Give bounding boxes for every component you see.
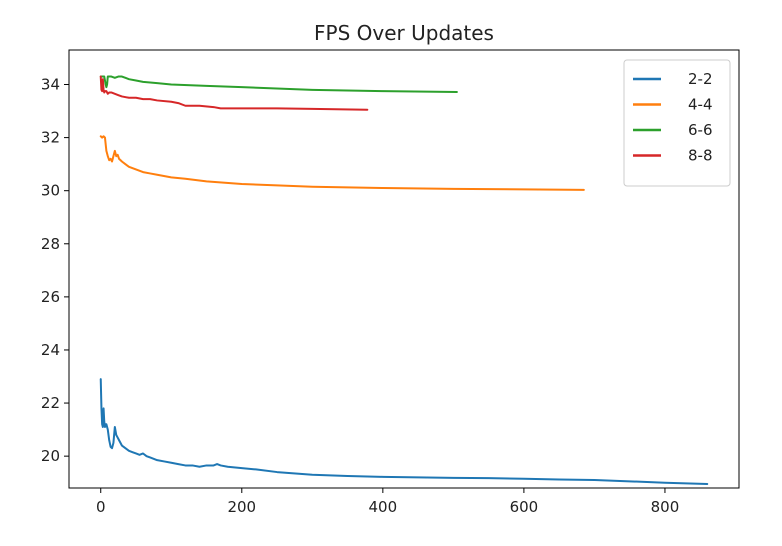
- legend: 2-2 4-4 6-6 8-8: [623, 59, 731, 187]
- series-line-8-8: [99, 75, 369, 111]
- plot-area: [99, 75, 709, 486]
- x-tick-label: 400: [369, 498, 398, 516]
- y-tick-label: 26: [41, 288, 60, 306]
- y-tick-label: 22: [41, 394, 60, 412]
- y-axis: 20 22 24 26 28 30 32 34: [41, 76, 69, 465]
- series-line-4-4: [99, 135, 585, 191]
- legend-label-2-2: 2-2: [688, 70, 713, 88]
- y-tick-label: 24: [41, 341, 60, 359]
- legend-label-4-4: 4-4: [688, 96, 713, 114]
- legend-label-6-6: 6-6: [688, 121, 713, 139]
- y-tick-label: 28: [41, 235, 60, 253]
- legend-label-8-8: 8-8: [688, 147, 713, 165]
- series-line-6-6: [99, 75, 458, 93]
- series-line-2-2: [99, 378, 709, 486]
- x-tick-label: 800: [651, 498, 680, 516]
- x-axis: 0 200 400 600 800: [96, 488, 679, 516]
- y-tick-label: 32: [41, 129, 60, 147]
- x-tick-label: 200: [227, 498, 256, 516]
- x-tick-label: 0: [96, 498, 106, 516]
- axes-frame: [68, 49, 740, 489]
- x-tick-label: 600: [510, 498, 539, 516]
- y-tick-label: 30: [41, 182, 60, 200]
- y-tick-label: 34: [41, 76, 60, 94]
- y-tick-label: 20: [41, 447, 60, 465]
- chart-title: FPS Over Updates: [314, 21, 494, 45]
